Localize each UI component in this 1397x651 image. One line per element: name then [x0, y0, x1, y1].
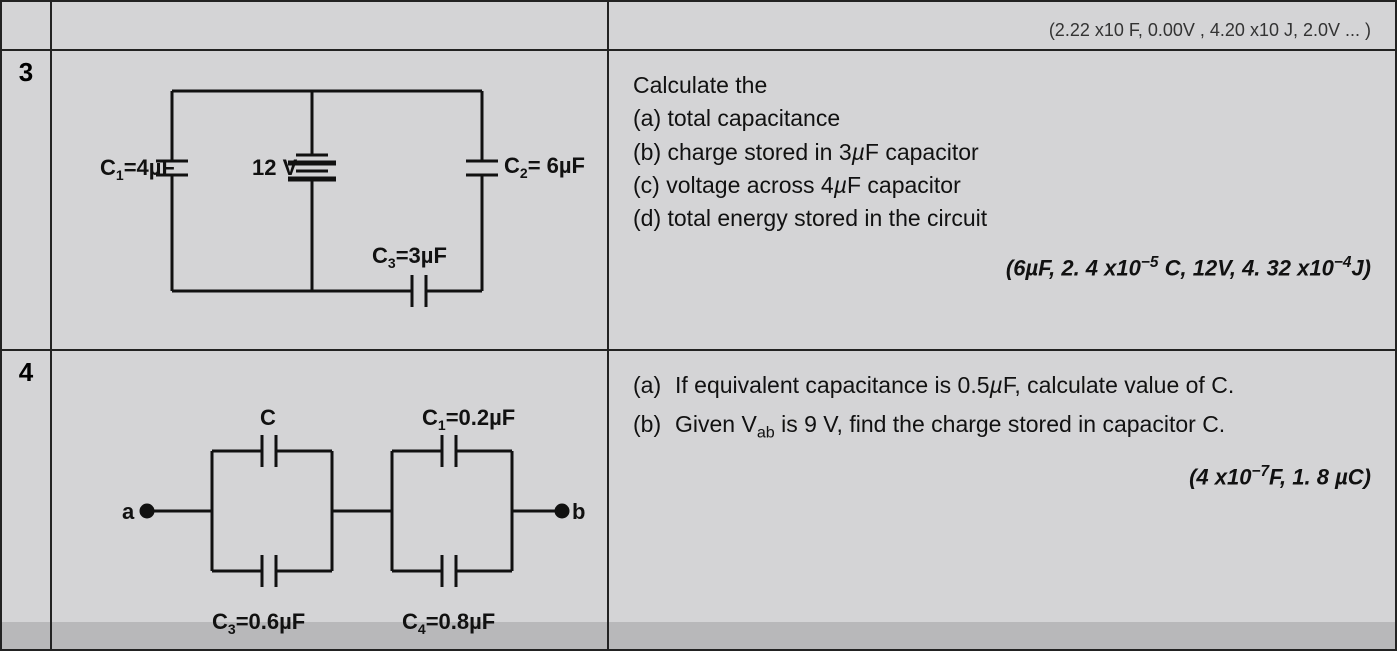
clip-circuit — [51, 1, 608, 50]
q4-number: 4 — [1, 350, 51, 650]
c2-label: C2= 6µF — [504, 153, 585, 181]
q4-circuit-cell: a b C C1=0.2µF C3=0.6µF C4=0.8µF — [51, 350, 608, 650]
c1-q4-label: C1=0.2µF — [422, 405, 515, 433]
q4-text-cell: (a) If equivalent capacitance is 0.5µF, … — [608, 350, 1396, 650]
c3-label: C3=3µF — [372, 243, 447, 271]
q3-part-c: (c) voltage across 4µF capacitor — [633, 169, 1371, 202]
q3-part-a: (a) total capacitance — [633, 102, 1371, 135]
c4-q4-label: C4=0.8µF — [402, 609, 495, 637]
v-label: 12 V — [252, 155, 298, 180]
q4-answer: (4 x10−7F, 1. 8 µC) — [633, 463, 1371, 490]
node-b-label: b — [572, 499, 585, 524]
c3-q4-label: C3=0.6µF — [212, 609, 305, 637]
q3-number: 3 — [1, 50, 51, 350]
q4-part-a: (a) If equivalent capacitance is 0.5µF, … — [633, 369, 1371, 402]
q3-circuit-cell: C1=4µF 12 V C2= 6µF C3=3µF — [51, 50, 608, 350]
node-a-label: a — [122, 499, 135, 524]
q3-part-b: (b) charge stored in 3µF capacitor — [633, 136, 1371, 169]
q4-part-b: (b) Given Vab is 9 V, find the charge st… — [633, 408, 1371, 445]
q3-circuit-svg: C1=4µF 12 V C2= 6µF C3=3µF — [52, 51, 607, 347]
q4-circuit-svg: a b C C1=0.2µF C3=0.6µF C4=0.8µF — [52, 351, 607, 647]
c-top-label: C — [260, 405, 276, 430]
problems-table: (2.22 x10 F, 0.00V , 4.20 x10 J, 2.0V ..… — [0, 0, 1397, 651]
q3-intro: Calculate the — [633, 69, 1371, 102]
clip-text: (2.22 x10 F, 0.00V , 4.20 x10 J, 2.0V ..… — [608, 1, 1396, 50]
q3-text-cell: Calculate the (a) total capacitance (b) … — [608, 50, 1396, 350]
q3-answer: (6µF, 2. 4 x10−5 C, 12V, 4. 32 x10−4J) — [633, 254, 1371, 281]
c1-label: C1=4µF — [100, 155, 175, 183]
clip-num — [1, 1, 51, 50]
q3-part-d: (d) total energy stored in the circuit — [633, 202, 1371, 235]
